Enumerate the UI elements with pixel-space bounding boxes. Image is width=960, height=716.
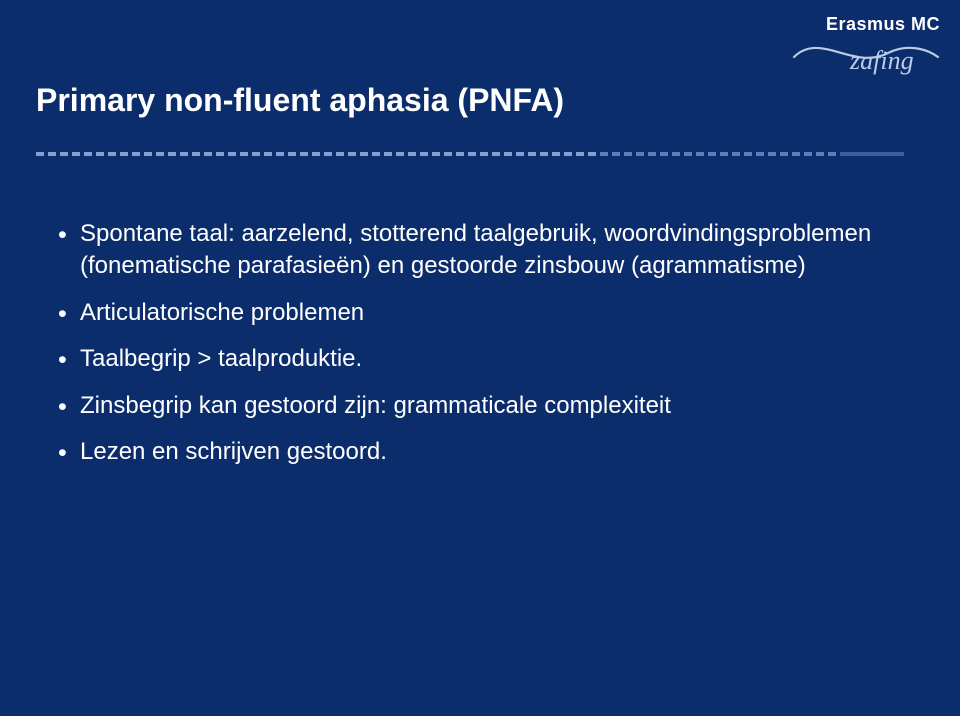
divider-dot <box>48 152 56 156</box>
divider-dot <box>36 152 44 156</box>
divider-dot <box>756 152 764 156</box>
divider-dot <box>420 152 428 156</box>
divider-dot <box>660 152 668 156</box>
divider-dot <box>180 152 188 156</box>
divider-dot <box>228 152 236 156</box>
divider-dot <box>768 152 776 156</box>
divider-dot <box>696 152 704 156</box>
divider-dot <box>576 152 584 156</box>
divider-dot <box>360 152 368 156</box>
divider-dot <box>804 152 812 156</box>
divider-dot <box>444 152 452 156</box>
divider-dot <box>120 152 128 156</box>
divider-dot <box>264 152 272 156</box>
divider-dot <box>648 152 656 156</box>
bullet-list: Spontane taal: aarzelend, stotterend taa… <box>56 218 890 468</box>
divider-dot <box>372 152 380 156</box>
divider-dot <box>384 152 392 156</box>
divider-dot <box>108 152 116 156</box>
divider-dot <box>276 152 284 156</box>
logo-wordmark: Erasmus MC <box>790 14 940 35</box>
page-title: Primary non-fluent aphasia (PNFA) <box>36 82 564 119</box>
list-item: Lezen en schrijven gestoord. <box>56 436 890 468</box>
divider-dot <box>552 152 560 156</box>
divider-dot <box>528 152 536 156</box>
divider-dot <box>516 152 524 156</box>
divider-dot <box>636 152 644 156</box>
divider-dot <box>720 152 728 156</box>
divider-dot <box>408 152 416 156</box>
divider-dot <box>624 152 632 156</box>
slide: Erasmus MC zafing Primary non-fluent aph… <box>0 0 960 716</box>
divider-dot <box>588 152 596 156</box>
divider-dot <box>156 152 164 156</box>
divider-dot <box>732 152 740 156</box>
list-item: Articulatorische problemen <box>56 297 890 329</box>
divider-dot <box>780 152 788 156</box>
divider-dot <box>816 152 824 156</box>
divider-dot <box>336 152 344 156</box>
divider-dot <box>60 152 68 156</box>
divider-dot <box>540 152 548 156</box>
divider-dot <box>312 152 320 156</box>
slide-header: Erasmus MC zafing Primary non-fluent aph… <box>0 0 960 165</box>
divider-dot <box>468 152 476 156</box>
divider-tail <box>840 152 904 156</box>
slide-body: Spontane taal: aarzelend, stotterend taa… <box>56 218 890 482</box>
divider-dot <box>288 152 296 156</box>
divider-dot <box>144 152 152 156</box>
divider-dot <box>744 152 752 156</box>
divider-dot <box>324 152 332 156</box>
divider-dot <box>480 152 488 156</box>
dotted-divider <box>36 150 918 158</box>
logo-signature-icon: zafing <box>790 37 940 81</box>
divider-dot <box>612 152 620 156</box>
divider-dot <box>300 152 308 156</box>
divider-dot <box>252 152 260 156</box>
divider-dot <box>684 152 692 156</box>
divider-dot <box>348 152 356 156</box>
divider-dot <box>492 152 500 156</box>
divider-dot <box>708 152 716 156</box>
divider-dot <box>564 152 572 156</box>
divider-dot <box>72 152 80 156</box>
list-item: Spontane taal: aarzelend, stotterend taa… <box>56 218 890 283</box>
divider-dot <box>396 152 404 156</box>
list-item: Taalbegrip > taalproduktie. <box>56 343 890 375</box>
list-item: Zinsbegrip kan gestoord zijn: grammatica… <box>56 390 890 422</box>
divider-dot <box>216 152 224 156</box>
divider-dot <box>168 152 176 156</box>
divider-dot <box>84 152 92 156</box>
divider-dot <box>96 152 104 156</box>
divider-dot <box>672 152 680 156</box>
divider-dot <box>456 152 464 156</box>
divider-dot <box>204 152 212 156</box>
divider-dot <box>600 152 608 156</box>
divider-dot <box>504 152 512 156</box>
logo-script-text: zafing <box>849 46 914 75</box>
divider-dot <box>192 152 200 156</box>
divider-dot <box>132 152 140 156</box>
erasmus-logo: Erasmus MC zafing <box>790 14 940 86</box>
divider-dot <box>240 152 248 156</box>
divider-dot <box>792 152 800 156</box>
divider-dot <box>432 152 440 156</box>
divider-dot <box>828 152 836 156</box>
